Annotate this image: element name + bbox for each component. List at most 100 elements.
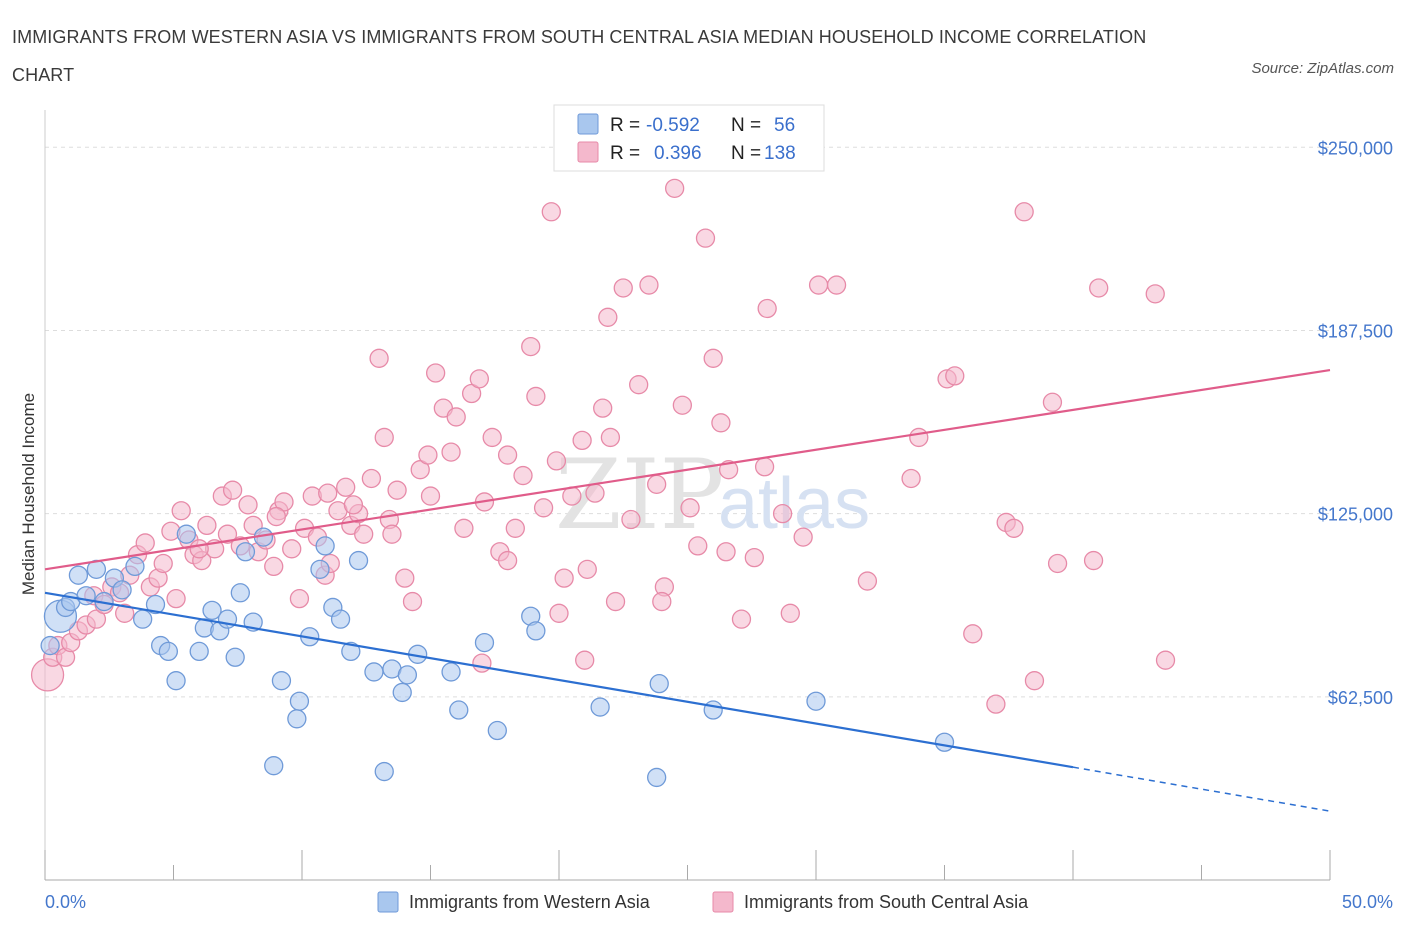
data-point [217,524,238,544]
data-point [533,498,554,518]
data-point [153,553,173,574]
data-point [963,624,983,644]
data-point [695,228,716,248]
data-point [541,202,561,222]
data-point [793,527,813,547]
series-south-central-asia [30,178,1176,714]
data-point [222,480,243,500]
data-point [202,600,222,621]
data-point [497,445,518,465]
data-point [176,524,197,544]
data-point [826,275,847,295]
data-point [647,474,667,494]
legend-swatch-blue [577,113,599,135]
data-point [472,653,492,673]
data-point [526,621,546,641]
data-point [934,732,955,752]
series-western-asia [40,524,955,788]
data-point [397,665,418,685]
data-point [909,427,929,448]
data-point [264,556,284,577]
data-point [945,366,965,386]
data-point [703,348,723,368]
data-point [590,697,610,717]
data-point [40,635,60,656]
legend-n-value-blue: 56 [774,115,795,136]
data-point [446,407,466,427]
data-point [336,477,356,497]
data-point [808,275,829,295]
data-point [554,568,574,588]
watermark-atlas: atlas [718,464,870,544]
data-point [225,647,245,667]
data-point [318,483,338,503]
data-point [387,480,407,500]
data-point [341,641,361,662]
data-point [282,539,302,559]
y-tick-label: $250,000 [1318,138,1393,158]
data-point [652,591,672,612]
data-point [621,509,641,530]
data-point [343,495,364,515]
data-point [354,524,374,544]
data-point [402,591,423,612]
data-point [1155,650,1176,670]
legend-n-label-blue: N = [731,115,761,136]
legend-r-value-blue: -0.592 [646,115,700,136]
data-point [613,278,633,298]
data-point [115,603,135,623]
trend-line-western-asia [44,591,1074,769]
data-point [454,518,474,538]
data-point [711,413,731,433]
data-point [1014,202,1034,222]
data-point [1004,518,1024,538]
data-point [238,495,258,515]
series-legend-label-blue: Immigrants from Western Asia [409,892,651,912]
y-axis-title: Median Household Income [19,393,38,595]
data-point [418,445,438,465]
data-point [639,275,659,295]
data-point [171,501,191,521]
data-point [474,632,495,653]
y-tick-label: $187,500 [1318,321,1393,341]
data-point [757,298,777,319]
data-point [572,430,592,451]
data-point [649,673,669,694]
data-point [76,586,96,606]
data-point [593,398,613,418]
data-point [266,506,286,527]
data-point [647,767,667,788]
data-point [575,650,595,670]
data-point [585,483,605,503]
data-point [680,498,700,518]
chart-title: IMMIGRANTS FROM WESTERN ASIA VS IMMIGRAN… [12,27,1147,85]
data-point [441,662,461,682]
data-point [1042,392,1063,412]
series-legend-swatch-pink [712,891,734,913]
series-legend: Immigrants from Western Asia Immigrants … [377,891,1029,913]
data-point [449,700,469,720]
correlation-legend: R = -0.592 N = 56 R = 0.396 N = 138 [553,104,825,172]
data-point [271,671,292,691]
series-legend-swatch-blue [377,891,399,913]
legend-r-label-blue: R = [610,115,640,136]
data-point [857,571,878,591]
x-tick-labels: 0.0% 50.0% [45,892,1393,912]
y-tick-labels: $62,500 $125,000 $187,500 $250,000 [1318,138,1393,708]
data-point [598,307,618,327]
data-point [526,386,546,407]
y-tick-label: $125,000 [1318,505,1393,525]
data-point [600,427,621,448]
x-tick-label-max: 50.0% [1342,892,1393,912]
data-point [605,591,626,612]
data-point [166,588,186,609]
legend-swatch-pink [577,141,599,163]
data-point [420,486,441,506]
trend-line-south-central-asia [44,368,1331,571]
data-point [166,671,186,691]
legend-r-value-pink: 0.396 [654,143,702,164]
legend-n-value-pink: 138 [764,143,796,164]
data-point [158,641,179,662]
data-point [197,515,217,536]
